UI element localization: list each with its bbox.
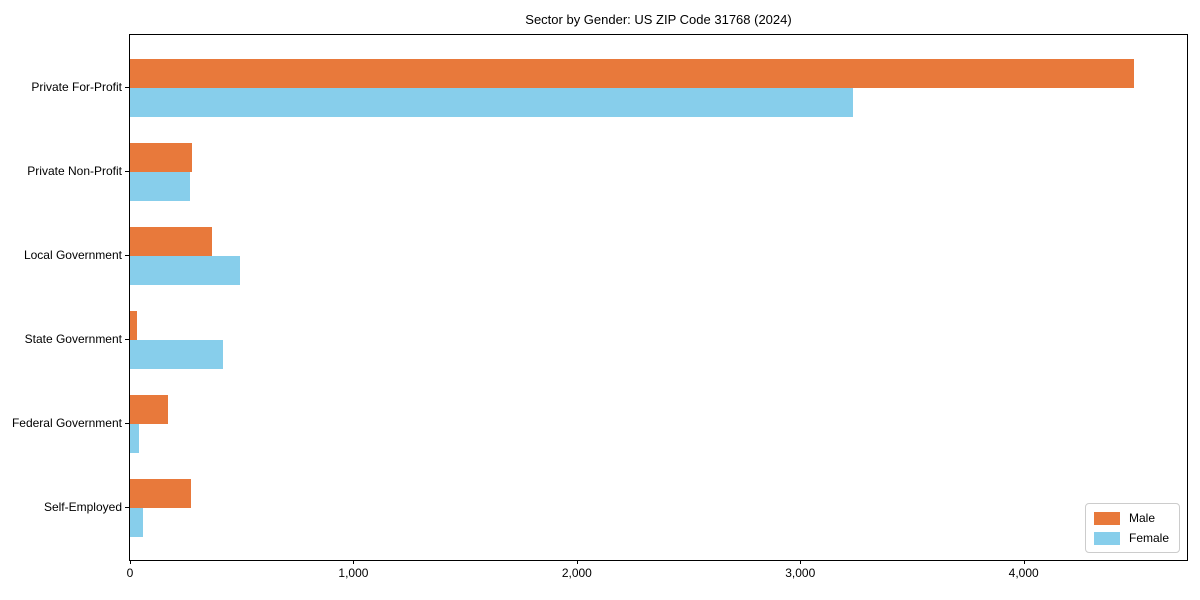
x-tick	[1024, 560, 1025, 564]
bar-male-2	[130, 142, 192, 172]
chart-title: Sector by Gender: US ZIP Code 31768 (202…	[525, 12, 792, 27]
legend-swatch-male	[1093, 511, 1120, 525]
y-tick	[125, 339, 129, 340]
x-tick	[577, 560, 578, 564]
y-tick	[125, 423, 129, 424]
bar-female-5	[130, 423, 140, 453]
x-tick-label: 3,000	[785, 566, 816, 580]
x-tick	[353, 560, 354, 564]
x-tick	[130, 560, 131, 564]
bar-female-6	[130, 507, 144, 537]
bar-female-2	[130, 171, 190, 201]
bar-male-1	[130, 59, 1135, 89]
x-tick-label: 0	[126, 566, 134, 580]
bar-male-5	[130, 394, 168, 424]
y-tick	[125, 255, 129, 256]
bar-male-6	[130, 478, 191, 508]
y-tick	[125, 87, 129, 88]
bar-male-3	[130, 226, 212, 256]
legend-item-female: Female	[1093, 531, 1169, 545]
bar-female-4	[130, 339, 224, 369]
bar-female-3	[130, 255, 241, 285]
x-tick-label: 1,000	[338, 566, 369, 580]
y-tick	[125, 507, 129, 508]
plot-area: Male Female	[129, 34, 1188, 561]
legend-item-male: Male	[1093, 511, 1169, 525]
y-tick	[125, 171, 129, 172]
x-tick-label: 2,000	[561, 566, 592, 580]
legend-swatch-female	[1093, 531, 1120, 545]
bar-female-1	[130, 88, 854, 118]
legend: Male Female	[1084, 503, 1180, 553]
y-category-label: Private Non-Profit	[27, 163, 122, 178]
x-tick	[800, 560, 801, 564]
legend-label: Female	[1128, 531, 1169, 545]
y-category-label: Private For-Profit	[31, 80, 122, 95]
bar-male-4	[130, 310, 137, 340]
x-tick-label: 4,000	[1008, 566, 1039, 580]
y-category-label: Local Government	[23, 247, 122, 262]
y-category-label: Self-Employed	[43, 499, 122, 514]
y-category-label: Federal Government	[11, 415, 122, 430]
y-category-label: State Government	[24, 331, 122, 346]
legend-label: Male	[1128, 511, 1155, 525]
